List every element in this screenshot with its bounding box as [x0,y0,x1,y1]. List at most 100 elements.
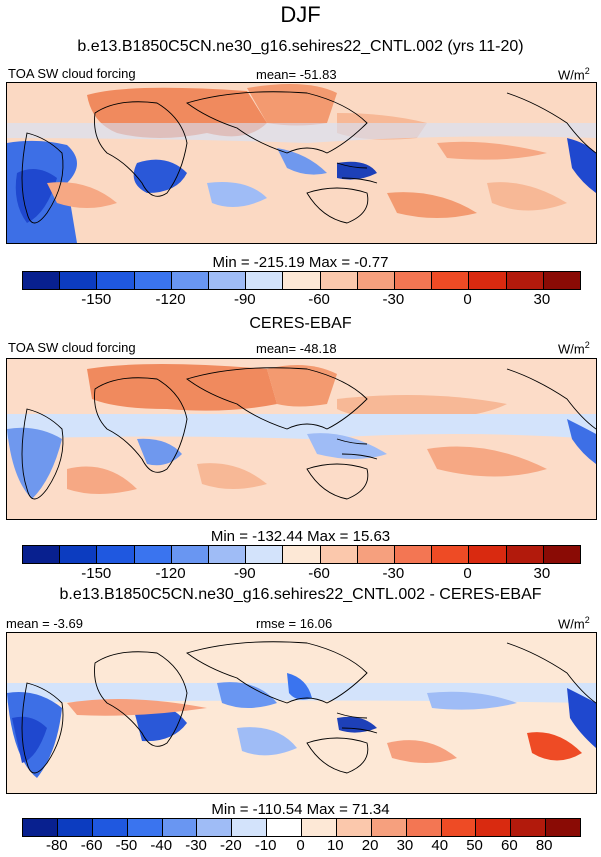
colorbar-tick-label: -120 [155,565,186,582]
panel2-colorbar [22,545,581,564]
colorbar-swatch [371,819,407,836]
colorbar-swatch [171,546,210,563]
panel1-mean-label: mean= -51.83 [256,67,337,82]
colorbar-tick-label: -30 [382,565,405,582]
colorbar-tick-label: -20 [220,837,242,854]
colorbar-swatch [197,819,233,836]
colorbar-tick-label: -90 [233,291,256,308]
panel3-mean-label: mean = -3.69 [6,616,83,631]
panel1-stats: Min = -215.19 Max = -0.77 [212,254,389,271]
colorbar-swatch [506,546,544,563]
colorbar-swatch [267,819,302,836]
panel1-colorbar [22,271,581,290]
colorbar-swatch [543,546,581,563]
panel3-colorbar-ticks: -80 -60 -50 -40 -30 -20 -10 0 10 20 30 40 50 60 80 [22,837,579,855]
panel3-units: W/m2 [558,615,590,632]
colorbar-swatch [441,819,477,836]
colorbar-swatch [23,546,61,563]
colorbar-tick-label: 50 [466,837,483,854]
colorbar-swatch [57,819,93,836]
colorbar-swatch [395,272,433,289]
colorbar-tick-label: 30 [533,565,551,582]
panel2-map [6,358,597,520]
colorbar-swatch [406,819,442,836]
panel2-units: W/m2 [558,340,590,357]
panel2-colorbar-ticks: -150 -120 -90 -60 -30 0 30 [22,565,579,583]
colorbar-swatch [511,819,547,836]
colorbar-tick-label: -120 [155,291,186,308]
colorbar-swatch [283,546,321,563]
panel3-rmse-label: rmse = 16.06 [256,616,333,631]
colorbar-swatch [97,272,135,289]
colorbar-swatch [162,819,198,836]
panel1-units: W/m2 [558,66,590,83]
colorbar-tick-label: -40 [150,837,173,854]
colorbar-swatch [476,819,512,836]
panel2-mean-label: mean= -48.18 [256,341,337,356]
colorbar-tick-label: -60 [308,291,330,308]
colorbar-swatch [432,546,470,563]
panel2-stats: Min = -132.44 Max = 15.63 [210,528,391,545]
panel1-title: b.e13.B1850C5CN.ne30_g16.sehires22_CNTL.… [77,38,524,55]
colorbar-swatch [469,272,507,289]
colorbar-swatch [60,272,98,289]
colorbar-swatch [97,546,135,563]
colorbar-tick-label: 30 [533,291,551,308]
colorbar-tick-label: 20 [361,837,379,854]
colorbar-swatch [134,272,172,289]
colorbar-swatch [432,272,470,289]
colorbar-swatch [469,546,507,563]
colorbar-swatch [395,546,433,563]
panel2-variable-label: TOA SW cloud forcing [8,340,136,355]
colorbar-tick-label: 0 [296,837,305,854]
panel1-variable-label: TOA SW cloud forcing [8,66,136,81]
figure-title: DJF [280,2,321,27]
colorbar-swatch [506,272,544,289]
colorbar-tick-label: -10 [254,837,277,854]
colorbar-tick-label: -30 [382,291,405,308]
colorbar-swatch [209,272,247,289]
colorbar-tick-label: -50 [115,837,138,854]
colorbar-tick-label: -150 [81,565,112,582]
colorbar-swatch [232,819,268,836]
colorbar-tick-label: 0 [463,565,472,582]
colorbar-swatch [171,272,210,289]
colorbar-tick-label: -60 [80,837,103,854]
colorbar-swatch [246,546,284,563]
colorbar-tick-label: 10 [326,837,344,854]
colorbar-swatch [209,546,247,563]
panel3-map [6,632,597,794]
panel3-colorbar [22,818,581,837]
colorbar-swatch [134,546,172,563]
colorbar-tick-label: 30 [396,837,414,854]
colorbar-tick-label: -30 [185,837,207,854]
colorbar-tick-label: -90 [233,565,256,582]
colorbar-tick-label: 60 [501,837,518,854]
colorbar-swatch [127,819,163,836]
panel3-title: b.e13.B1850C5CN.ne30_g16.sehires22_CNTL.… [59,586,542,603]
colorbar-swatch [246,272,284,289]
panel2-title: CERES-EBAF [249,315,352,332]
colorbar-swatch [543,272,581,289]
colorbar-tick-label: 0 [463,291,472,308]
panel3-stats: Min = -110.54 Max = 71.34 [211,801,390,818]
colorbar-swatch [60,546,98,563]
colorbar-tick-label: -150 [81,291,112,308]
colorbar-swatch [546,819,580,836]
colorbar-swatch [302,819,337,836]
colorbar-tick-label: 80 [535,837,553,854]
colorbar-swatch [320,272,358,289]
colorbar-swatch [357,546,396,563]
colorbar-tick-label: -80 [45,837,68,854]
colorbar-swatch [336,819,372,836]
colorbar-tick-label: 40 [431,837,449,854]
colorbar-swatch [23,272,61,289]
colorbar-swatch [23,819,58,836]
colorbar-swatch [92,819,128,836]
panel1-colorbar-ticks: -150 -120 -90 -60 -30 0 30 [22,291,579,309]
colorbar-swatch [320,546,358,563]
colorbar-swatch [357,272,396,289]
colorbar-tick-label: -60 [308,565,330,582]
colorbar-swatch [283,272,321,289]
panel1-map [6,82,597,244]
